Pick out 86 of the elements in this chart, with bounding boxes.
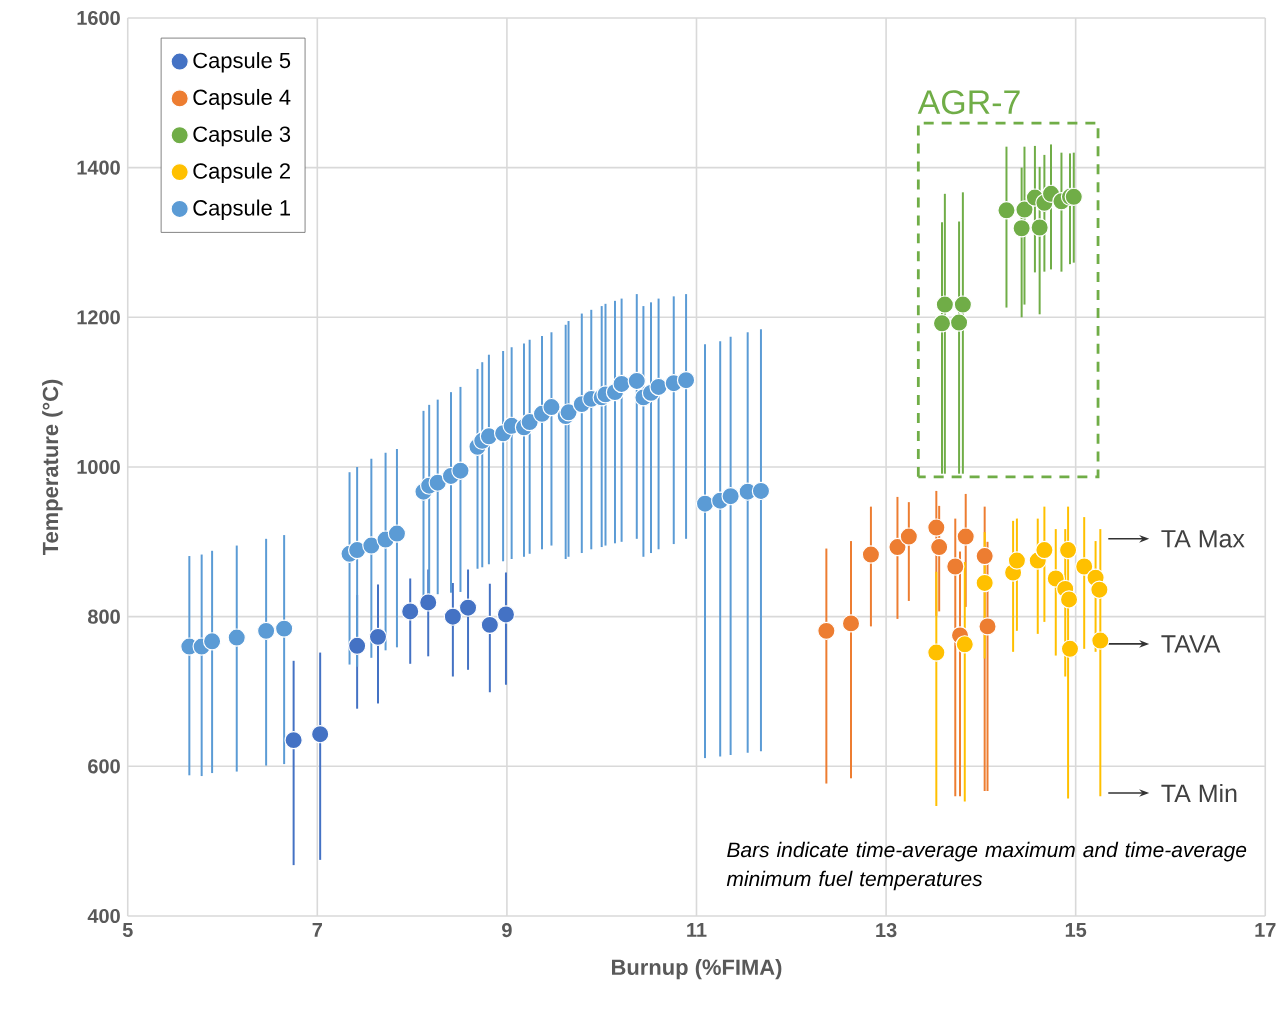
point (612, 374, 631, 394)
x-tick-label: 5 (122, 923, 133, 938)
y-tick-label: 400 (87, 909, 120, 924)
x-tick-label: 17 (1255, 923, 1276, 937)
point (559, 403, 578, 422)
point (1035, 540, 1054, 560)
y-tick-label: 800 (88, 609, 120, 624)
point (975, 546, 994, 566)
point (1007, 551, 1027, 570)
point (975, 573, 994, 593)
point (888, 537, 907, 557)
annotation: AGR-7 (917, 90, 1020, 115)
x-tick-label: 11 (687, 923, 707, 937)
point (627, 371, 646, 391)
x-axis-title: Burnup (%FIMA) (612, 959, 782, 980)
point (458, 598, 478, 617)
x-tick-label: 15 (1065, 923, 1087, 938)
point (721, 487, 740, 506)
legend-label: Capsule 5 (193, 52, 291, 73)
point (935, 295, 955, 314)
point (1015, 200, 1034, 219)
point (676, 371, 696, 390)
point (927, 643, 946, 662)
point (997, 201, 1016, 220)
y-tick-label: 600 (88, 759, 120, 774)
y-tick-label: 1200 (77, 310, 120, 325)
point (428, 473, 447, 492)
point (1058, 540, 1078, 560)
x-tick-label: 7 (312, 923, 322, 937)
point (695, 494, 715, 513)
point (949, 313, 969, 332)
legend-label: Capsule 3 (193, 125, 291, 147)
y-tick-label: 1000 (77, 460, 120, 475)
point (956, 527, 975, 546)
point (451, 461, 470, 480)
point (899, 527, 919, 546)
point (955, 635, 974, 654)
point (817, 621, 836, 641)
annotation: TA Max (1161, 530, 1245, 548)
point (542, 398, 561, 417)
point (387, 524, 407, 543)
x-tick-label: 13 (876, 923, 897, 938)
point (362, 536, 381, 555)
point (347, 636, 367, 656)
annotation: TA Min (1161, 784, 1237, 803)
point (310, 725, 330, 744)
x-tick-label: 9 (502, 923, 512, 938)
point (1012, 219, 1031, 238)
point (443, 607, 463, 626)
point (932, 314, 952, 333)
point (480, 615, 500, 635)
point (1059, 590, 1079, 609)
y-axis-title: Temperature (°C) (42, 379, 63, 556)
legend-label: Capsule 2 (193, 162, 290, 184)
legend-label: Capsule 1 (193, 199, 290, 221)
point (946, 557, 965, 576)
point (274, 619, 294, 638)
point (419, 593, 438, 612)
y-tick-label: 1400 (77, 160, 120, 175)
point (1046, 569, 1065, 588)
point (256, 621, 276, 641)
point (520, 412, 539, 432)
point (496, 605, 516, 624)
point (927, 518, 946, 537)
point (368, 627, 388, 647)
annotation: TAVA (1161, 635, 1221, 653)
point (1091, 631, 1110, 650)
point (227, 628, 246, 647)
point (751, 481, 771, 501)
point (649, 377, 668, 397)
point (401, 602, 420, 621)
point (202, 632, 222, 651)
annotation: Bars indicate time-average maximum and time-average minimum fuel temperatures (726, 841, 1247, 891)
point (1060, 639, 1080, 659)
point (347, 540, 367, 560)
point (841, 614, 861, 633)
point (1090, 580, 1109, 599)
legend-label: Capsule 4 (193, 89, 291, 110)
point (929, 537, 949, 557)
point (284, 731, 303, 750)
point (1030, 218, 1049, 237)
point (978, 617, 997, 636)
y-tick-label: 1600 (77, 10, 120, 26)
point (1075, 557, 1094, 576)
point (953, 295, 973, 314)
point (861, 545, 881, 564)
